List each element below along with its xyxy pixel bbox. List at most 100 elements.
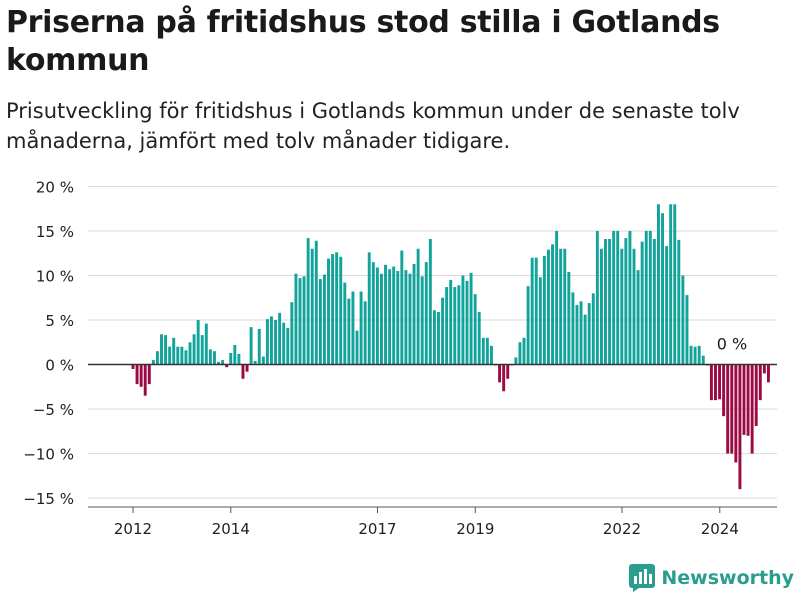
bar	[441, 297, 445, 365]
bar	[237, 353, 241, 365]
bar	[506, 364, 510, 379]
bar	[131, 364, 135, 369]
bar	[742, 364, 746, 435]
bar	[327, 258, 330, 365]
bar	[669, 204, 673, 365]
bar	[233, 344, 237, 365]
bar	[302, 276, 306, 365]
bar	[469, 272, 473, 365]
y-tick-label: 0 %	[45, 357, 74, 375]
y-tick-label: 15 %	[36, 223, 74, 241]
bar	[355, 330, 359, 365]
bar	[388, 269, 392, 365]
bar	[257, 328, 261, 365]
bar	[278, 312, 282, 365]
bar	[583, 314, 587, 365]
bar	[734, 364, 738, 463]
bar	[461, 275, 465, 365]
bar	[265, 319, 269, 365]
bar	[628, 230, 632, 365]
bar	[726, 364, 730, 454]
bar	[335, 252, 339, 365]
bar	[367, 252, 371, 365]
bar	[457, 285, 461, 365]
bar	[477, 312, 481, 365]
bar	[274, 320, 278, 365]
bar	[481, 337, 485, 365]
bar	[217, 361, 220, 365]
bar	[155, 351, 159, 365]
x-tick-label: 2022	[603, 520, 641, 538]
bar	[489, 345, 493, 365]
bar	[644, 230, 648, 365]
bar	[363, 301, 367, 365]
bar	[180, 346, 184, 365]
bar	[661, 213, 664, 365]
bar	[656, 204, 660, 365]
x-tick-label: 2019	[456, 520, 494, 538]
bar	[465, 280, 469, 365]
bar	[380, 273, 383, 365]
bar	[709, 364, 713, 401]
bar	[306, 238, 310, 365]
bar	[310, 248, 314, 365]
chart-title: Priserna på fritidshus stod stilla i Got…	[6, 5, 720, 78]
bar	[424, 262, 428, 365]
bar-chart-logo-icon	[629, 564, 656, 592]
bar	[164, 335, 168, 365]
bar	[282, 322, 286, 365]
y-tick-label: −15 %	[23, 490, 74, 508]
labels: −15 % −10 % −5 % 0 % 5 % 10 % 15 % 20 % 2012 2014…	[23, 178, 747, 538]
bar	[408, 273, 412, 365]
bar	[245, 364, 249, 372]
bar	[612, 230, 616, 365]
bar	[640, 241, 644, 365]
bar	[200, 335, 204, 365]
bar	[445, 287, 449, 365]
bar	[526, 286, 530, 365]
bar	[579, 301, 583, 365]
bar	[746, 364, 750, 436]
bar	[718, 364, 722, 400]
bar	[750, 364, 754, 454]
bar	[188, 342, 192, 365]
bar	[294, 273, 298, 365]
bar	[685, 295, 689, 365]
bar	[449, 279, 453, 365]
bar	[473, 294, 477, 365]
bar	[677, 239, 681, 365]
bar	[766, 364, 770, 383]
bar	[616, 230, 620, 365]
bar	[693, 346, 697, 365]
bar	[147, 364, 151, 385]
bar	[261, 356, 265, 365]
bar	[428, 238, 432, 365]
bar	[652, 238, 656, 365]
bar	[547, 249, 550, 365]
bar	[591, 293, 595, 365]
bar	[135, 364, 139, 385]
bar	[420, 276, 424, 365]
bar	[648, 230, 652, 365]
bar	[538, 277, 542, 365]
bar	[608, 238, 612, 365]
bar	[689, 345, 693, 365]
bar	[290, 302, 294, 365]
bar	[192, 334, 196, 365]
x-tick-label: 2024	[701, 520, 739, 538]
bar	[160, 334, 163, 365]
bar	[522, 337, 526, 365]
brand-logo: Newsworthy	[629, 562, 794, 594]
x-tick-label: 2014	[212, 520, 250, 538]
bar	[151, 360, 155, 365]
bar	[204, 323, 208, 365]
bar	[339, 256, 343, 365]
bar	[563, 248, 567, 365]
bar-chart: −15 % −10 % −5 % 0 % 5 % 10 % 15 % 20 % 2012 2014…	[23, 178, 777, 538]
bar	[498, 364, 502, 383]
bar	[331, 254, 335, 365]
bar	[253, 360, 257, 365]
axes	[88, 363, 777, 513]
bar	[322, 274, 326, 365]
bar	[542, 255, 546, 365]
